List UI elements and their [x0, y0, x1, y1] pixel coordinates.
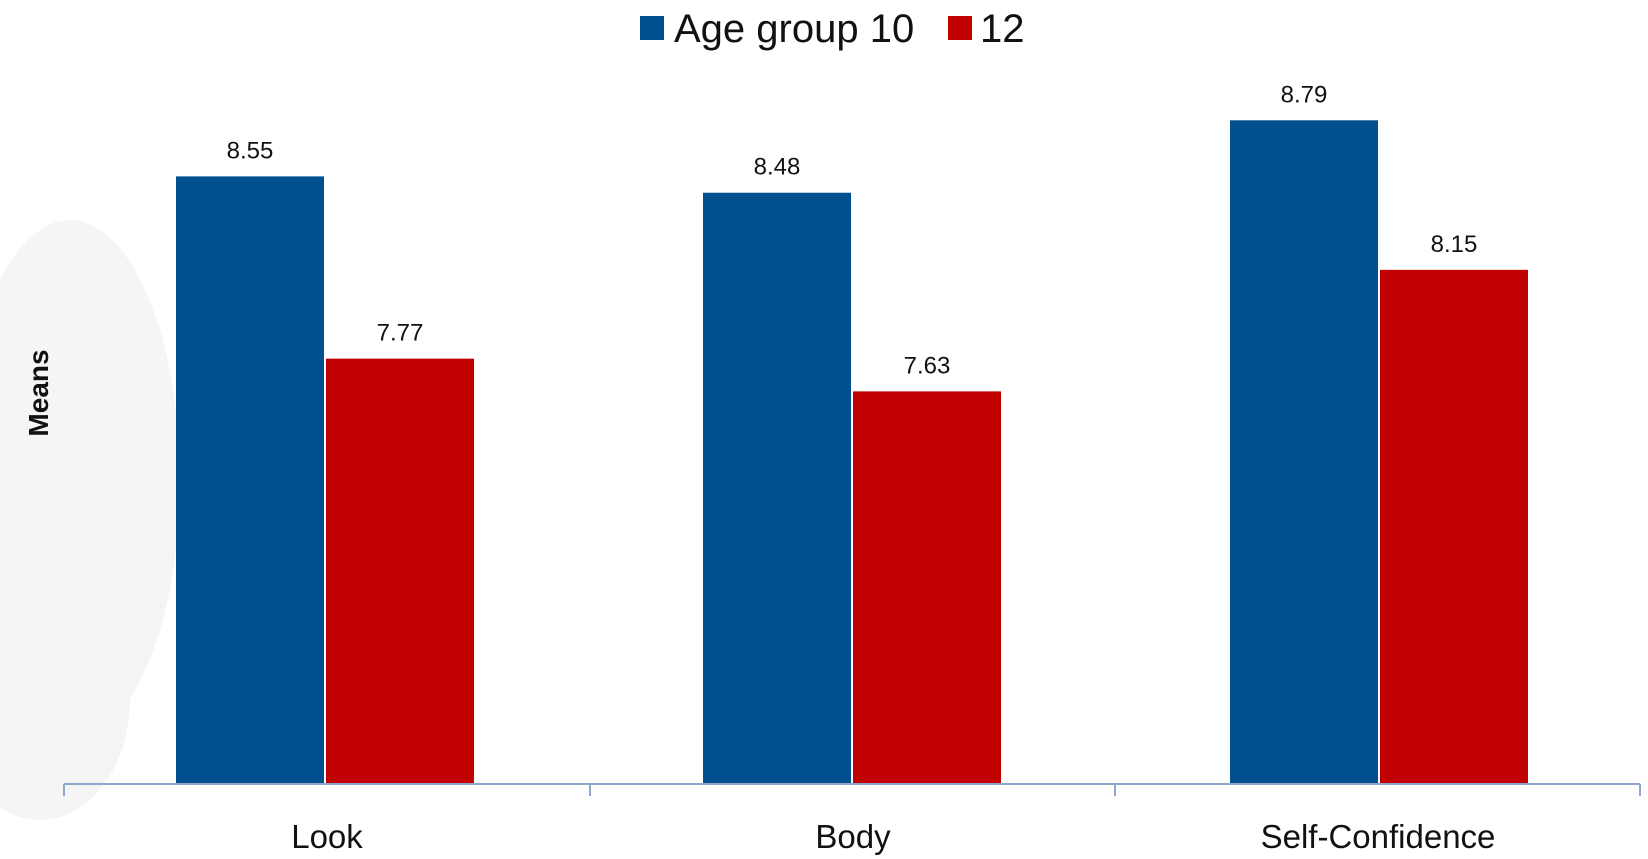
x-tick-label-self-confidence: Self-Confidence — [1261, 818, 1496, 855]
data-label-self-confidence-series-1: 8.15 — [1431, 231, 1478, 258]
data-label-body-series-0: 8.48 — [754, 154, 801, 181]
x-tick-label-body: Body — [815, 818, 891, 855]
data-label-self-confidence-series-0: 8.79 — [1281, 81, 1328, 108]
data-label-look-series-1: 7.77 — [377, 320, 424, 347]
legend-label-series-0: Age group 10 — [674, 7, 914, 51]
y-axis-label: Means — [23, 349, 54, 436]
legend: Age group 10 12 — [640, 7, 1025, 51]
background-watermark — [0, 220, 180, 820]
data-label-body-series-1: 7.63 — [904, 352, 951, 379]
bar-body-series-0 — [703, 192, 851, 784]
bar-self-confidence-series-0 — [1230, 120, 1378, 785]
x-tick-label-look: Look — [291, 818, 363, 855]
x-axis: Look Body Self-Confidence — [63, 783, 1641, 855]
legend-swatch-series-0 — [640, 16, 664, 40]
bar-body-series-1 — [853, 391, 1001, 784]
data-label-look-series-0: 8.55 — [227, 137, 274, 164]
bar-look-series-0 — [176, 176, 324, 784]
legend-label-series-1: 12 — [980, 7, 1025, 51]
bars: 8.55 7.77 8.48 7.63 8.79 8.15 — [176, 81, 1528, 785]
bar-self-confidence-series-1 — [1380, 269, 1528, 784]
bar-look-series-1 — [326, 358, 474, 784]
legend-swatch-series-1 — [948, 16, 972, 40]
